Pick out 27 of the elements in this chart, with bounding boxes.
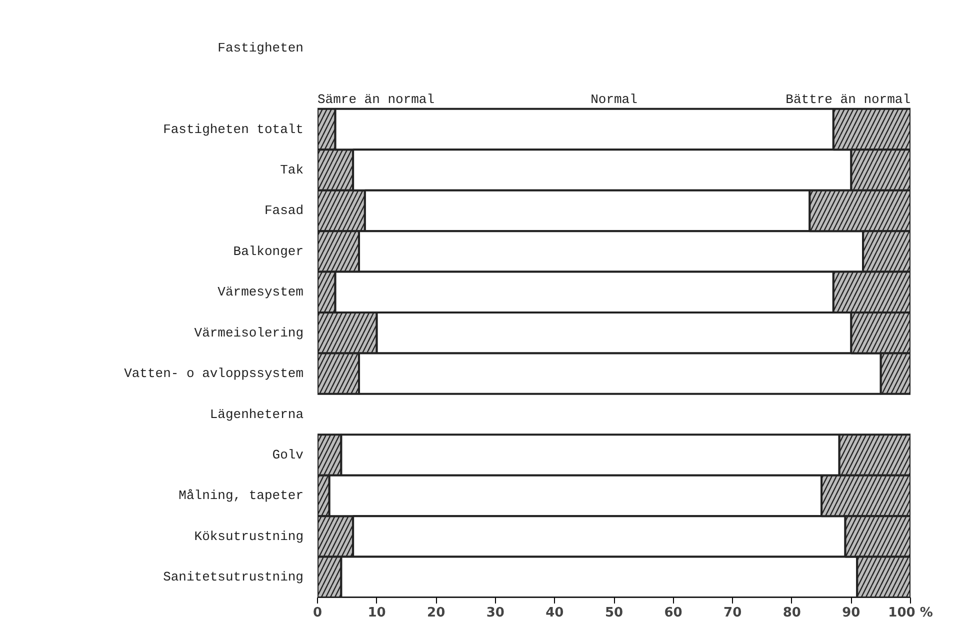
x-tick-label: 20: [427, 606, 446, 620]
y-tick-label: Sanitetsutrustning: [163, 570, 304, 585]
y-tick-label: Målning, tapeter: [178, 488, 304, 504]
y-tick-label: Balkonger: [233, 244, 304, 259]
x-tick-label: 10: [368, 606, 386, 620]
x-tick-label: 100 %: [888, 606, 933, 620]
x-tick-label: 70: [724, 606, 742, 620]
x-tick-label: 40: [546, 606, 564, 620]
x-tick-label: 0: [312, 606, 322, 620]
x-tick-label: 90: [842, 606, 860, 620]
x-tick-label: 30: [486, 606, 504, 620]
y-tick-label: Värmeisolering: [194, 325, 304, 340]
y-tick-label: Lägenheterna: [210, 406, 304, 422]
y-tick-label: Vatten- o avloppssystem: [124, 366, 304, 382]
series-label: Bättre än normal: [786, 92, 911, 107]
y-tick-label: Fasad: [264, 203, 304, 218]
x-tick-label: 60: [664, 606, 682, 620]
y-tick-label: Tak: [280, 162, 304, 178]
x-tick-label: 80: [782, 606, 801, 620]
x-tick-label: 50: [604, 606, 624, 620]
y-tick-label: Värmesystem: [218, 284, 304, 300]
y-tick-label: Fastigheten totalt: [163, 122, 304, 137]
series-label: Normal: [590, 92, 638, 107]
y-tick-label: Fastigheten: [218, 40, 304, 56]
y-tick-label: Köksutrustning: [194, 528, 304, 544]
series-label: Sämre än normal: [318, 92, 435, 107]
y-tick-label: Golv: [272, 448, 304, 462]
